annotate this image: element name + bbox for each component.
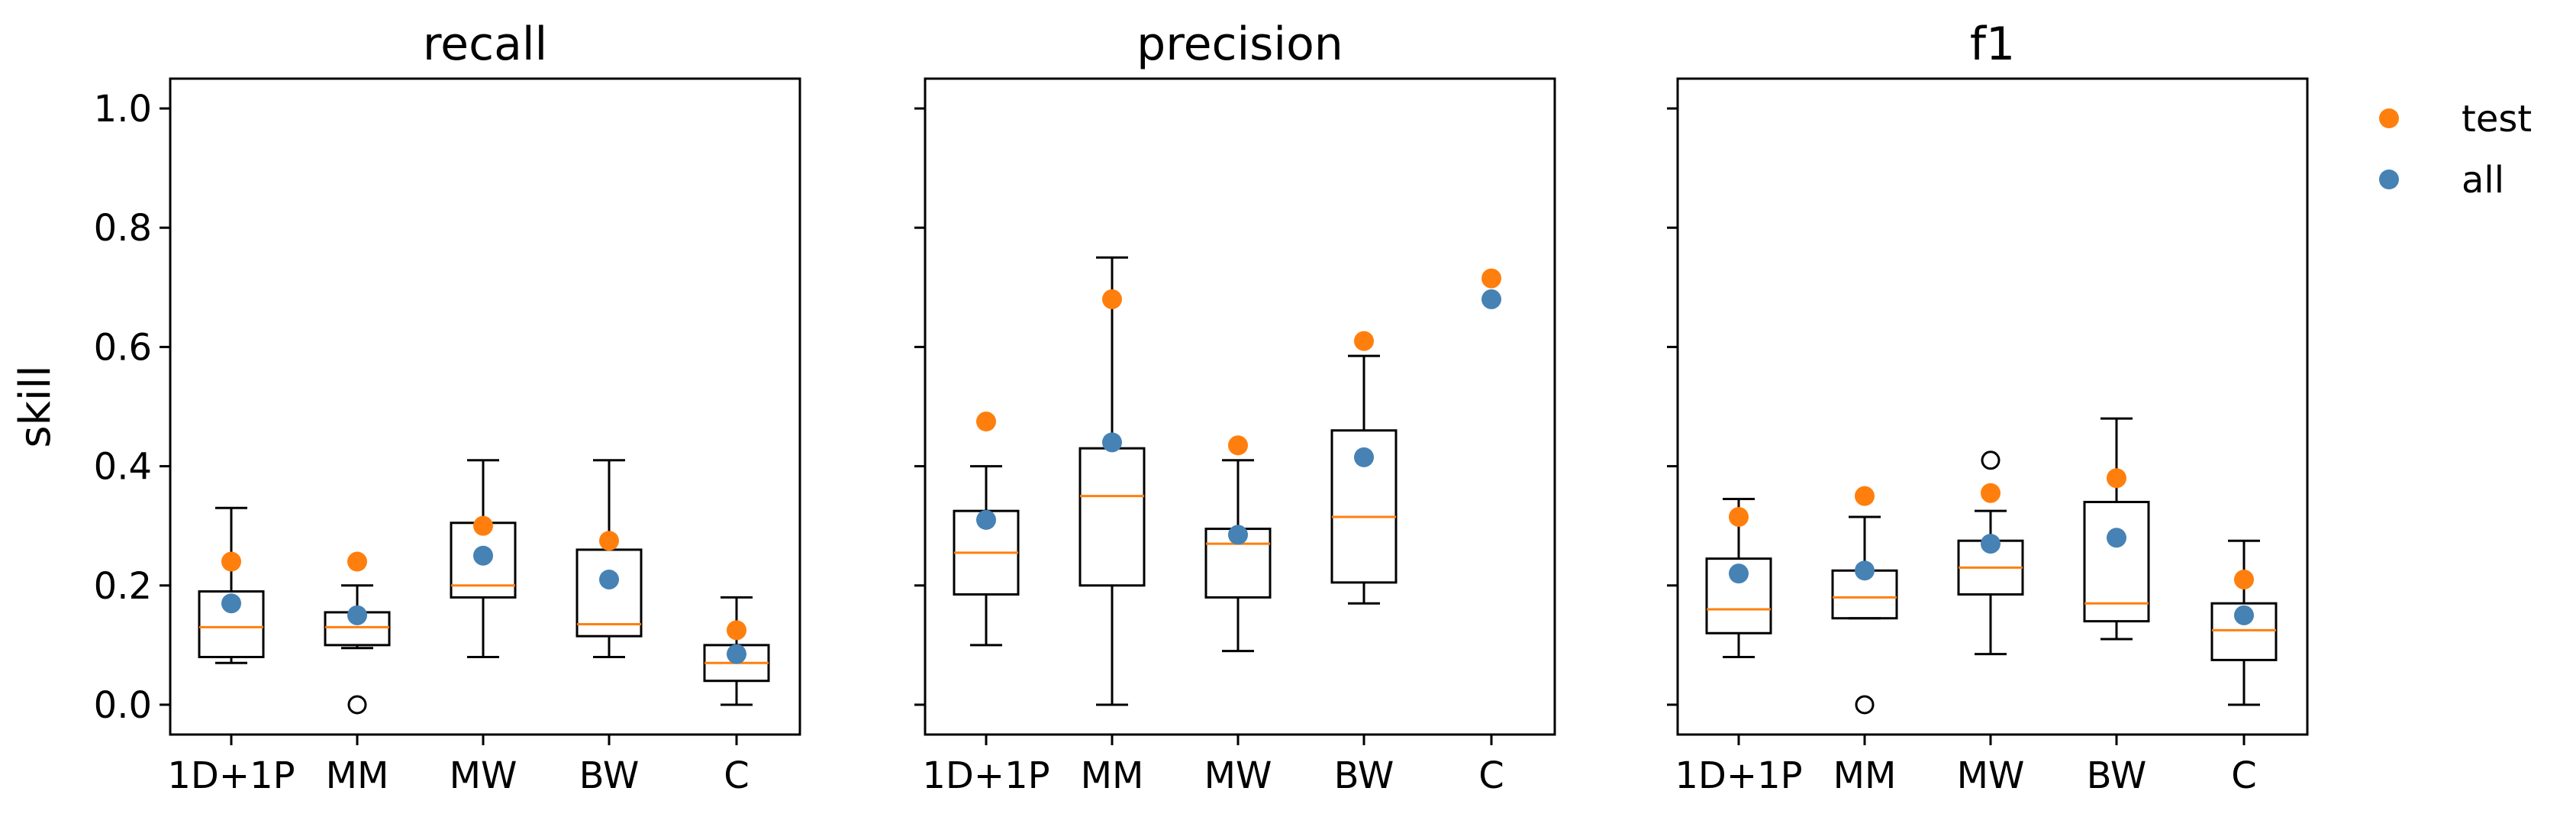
box-1D+1P	[953, 465, 1020, 647]
x-tick-label: C	[724, 754, 750, 797]
all-point	[1855, 560, 1875, 581]
all-point	[1228, 525, 1248, 545]
flier-point	[347, 695, 367, 715]
y-axis-label: skill	[11, 365, 60, 447]
legend-marker-all	[2379, 170, 2399, 189]
box-BW	[2083, 417, 2150, 641]
all-point	[1481, 289, 1501, 309]
test-point	[599, 531, 619, 551]
x-tick-label: 1D+1P	[922, 754, 1049, 797]
y-tick-label: 0.4	[94, 446, 152, 489]
test-point	[347, 551, 367, 572]
box-1D+1P	[198, 506, 265, 664]
panel-title: f1	[1970, 18, 2015, 71]
all-point	[1102, 432, 1122, 453]
x-tick-label: MW	[1957, 754, 2025, 797]
box-iqr	[1705, 557, 1772, 635]
x-tick-label: 1D+1P	[167, 754, 295, 797]
all-point	[727, 644, 746, 664]
x-tick-label: BW	[1334, 754, 1394, 797]
y-tick-label: 0.0	[94, 684, 152, 727]
all-point	[1981, 534, 2001, 554]
test-point	[976, 412, 996, 432]
box-MM	[324, 584, 391, 715]
x-tick-label: MM	[1833, 754, 1897, 797]
test-point	[1354, 331, 1374, 351]
test-point	[2234, 569, 2254, 589]
box-MM	[1831, 515, 1898, 715]
flier-point	[1855, 695, 1875, 715]
x-tick-label: MM	[326, 754, 389, 797]
panel-frame	[169, 77, 801, 736]
test-point	[727, 620, 746, 641]
y-tick-label: 0.6	[94, 326, 152, 369]
x-tick-label: C	[2231, 754, 2257, 797]
x-tick-label: MM	[1081, 754, 1144, 797]
x-tick-label: C	[1478, 754, 1504, 797]
test-point	[2107, 468, 2126, 489]
all-point	[976, 509, 996, 530]
box-MM	[1078, 256, 1146, 706]
x-tick-label: BW	[579, 754, 640, 797]
test-point	[1102, 289, 1122, 309]
legend: test all	[2379, 98, 2532, 202]
all-point	[473, 545, 493, 566]
test-point	[473, 515, 493, 536]
all-point	[1729, 564, 1749, 584]
all-point	[599, 569, 619, 589]
box-iqr	[2210, 602, 2278, 661]
panel-f1: f1 1D+1P MM MW BW C	[1667, 18, 2309, 797]
panel-frame	[924, 77, 1556, 736]
box-1D+1P	[1705, 498, 1772, 658]
box-iqr	[1078, 447, 1146, 587]
test-point	[1228, 435, 1248, 456]
all-point	[221, 593, 241, 614]
box-iqr	[1330, 429, 1398, 584]
x-tick-label: BW	[2087, 754, 2147, 797]
legend-label-all: all	[2462, 159, 2504, 202]
box-iqr	[198, 590, 265, 658]
all-point	[2234, 605, 2254, 625]
x-tick-label: 1D+1P	[1675, 754, 1802, 797]
all-point	[2107, 528, 2126, 548]
y-tick-label: 0.2	[94, 565, 152, 608]
test-point	[1481, 268, 1501, 289]
test-point	[1729, 506, 1749, 527]
box-MW	[1204, 459, 1272, 653]
all-point	[1354, 447, 1374, 467]
panel-title: precision	[1136, 18, 1343, 71]
x-tick-label: MW	[450, 754, 517, 797]
y-tick-label: 1.0	[94, 88, 152, 131]
legend-label-test: test	[2462, 98, 2532, 140]
panel-recall: recall 0.0 0.2 0.4 0.6 0.8 1.0 1D+1P MM MW BW C	[94, 18, 801, 797]
legend-marker-test	[2379, 108, 2399, 128]
test-point	[221, 551, 241, 572]
x-tick-label: MW	[1204, 754, 1272, 797]
panel-precision: precision 1D+1P MM MW BW C	[914, 18, 1556, 797]
flier-point	[1981, 450, 2001, 470]
panel-title: recall	[423, 18, 547, 71]
test-point	[1981, 483, 2001, 503]
y-tick-label: 0.8	[94, 207, 152, 250]
panel-frame	[1676, 77, 2309, 736]
box-BW	[1330, 354, 1398, 605]
test-point	[1855, 486, 1875, 506]
box-BW	[575, 459, 643, 658]
box-C	[2210, 539, 2278, 706]
box-iqr	[2083, 500, 2150, 623]
all-point	[347, 605, 367, 625]
